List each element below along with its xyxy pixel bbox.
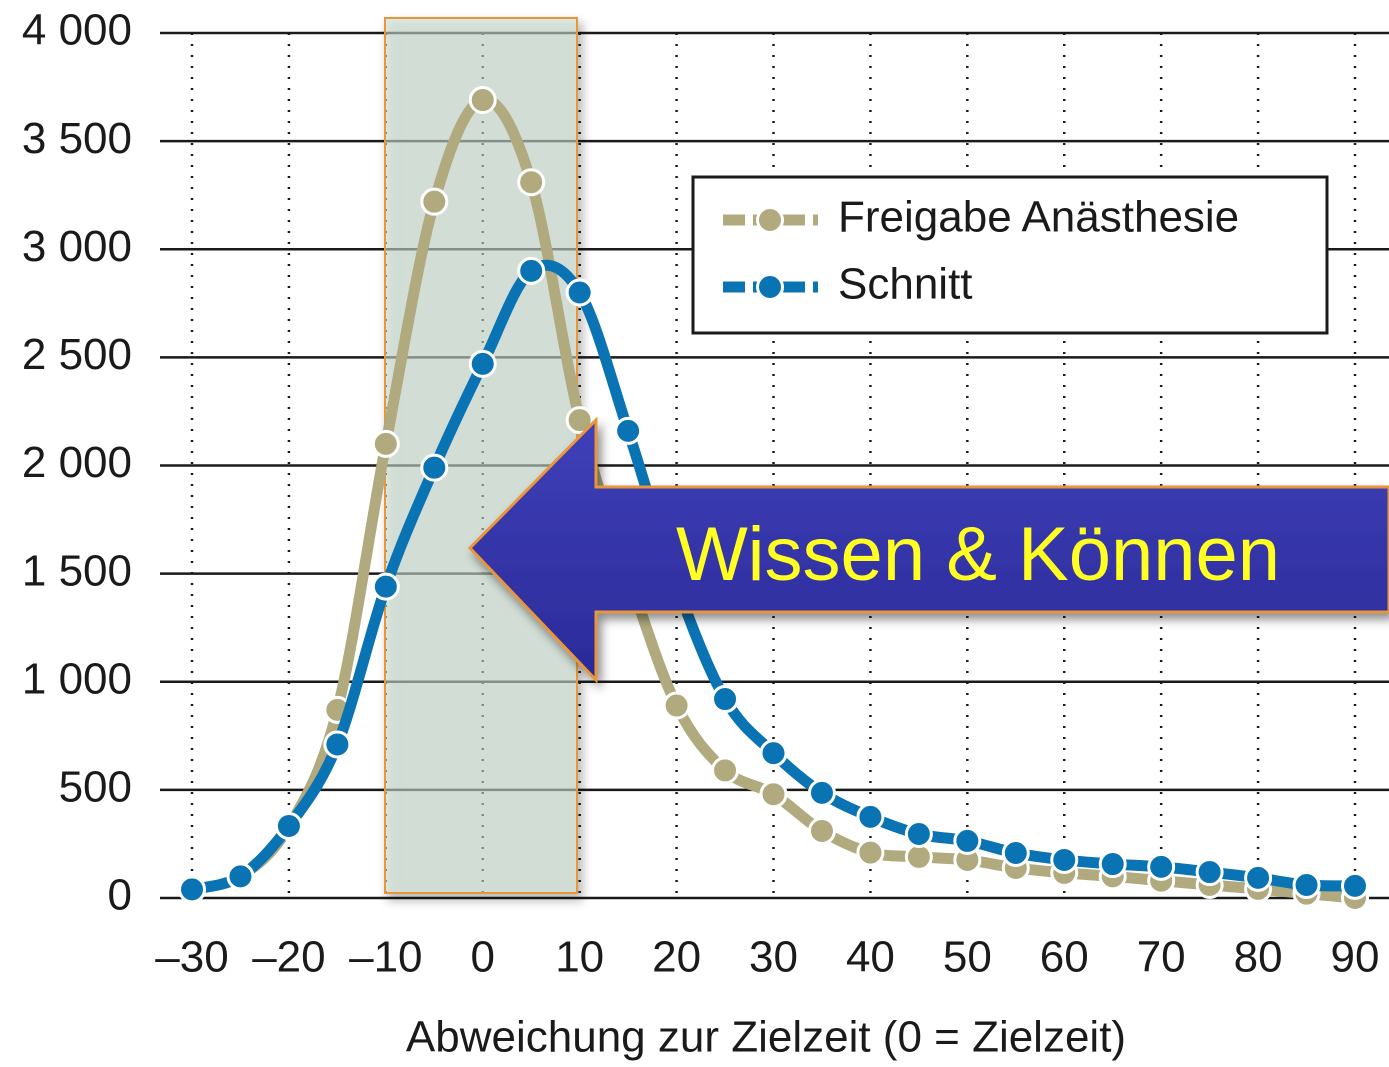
data-point bbox=[1292, 871, 1321, 900]
x-tick-label: 0 bbox=[471, 933, 495, 982]
data-point bbox=[759, 780, 788, 809]
legend-label: Freigabe Anästhesie bbox=[838, 193, 1239, 242]
data-point bbox=[226, 862, 255, 891]
y-tick-label: 1 000 bbox=[22, 654, 132, 703]
data-point bbox=[371, 572, 400, 601]
series-line bbox=[186, 259, 1361, 895]
data-point bbox=[565, 406, 594, 435]
legend-box bbox=[691, 175, 1329, 335]
x-tick-label: 10 bbox=[555, 933, 604, 982]
y-tick-label: 4 000 bbox=[22, 6, 132, 55]
data-point bbox=[468, 349, 497, 378]
y-tick-label: 3 000 bbox=[22, 222, 132, 271]
data-point bbox=[1195, 858, 1224, 887]
data-point bbox=[856, 838, 885, 867]
data-point bbox=[517, 168, 546, 197]
data-point bbox=[517, 256, 546, 285]
x-tick-label: 30 bbox=[749, 933, 798, 982]
data-point bbox=[1001, 839, 1030, 868]
data-point bbox=[662, 691, 691, 720]
x-tick-label: –20 bbox=[252, 933, 325, 982]
grid bbox=[160, 31, 1389, 900]
data-point bbox=[953, 826, 982, 855]
data-point bbox=[1050, 845, 1079, 874]
y-tick-label: 500 bbox=[59, 763, 132, 812]
x-tick-label: –30 bbox=[155, 933, 228, 982]
x-tick-label: 80 bbox=[1234, 933, 1283, 982]
legend: Freigabe Anästhesie Schnitt bbox=[723, 193, 1239, 309]
data-point bbox=[178, 875, 206, 904]
y-tick-label: 2 000 bbox=[22, 438, 132, 487]
x-tick-label: 60 bbox=[1040, 933, 1089, 982]
y-tick-label: 2 500 bbox=[22, 330, 132, 379]
data-point bbox=[807, 778, 836, 807]
x-tick-label: 50 bbox=[943, 933, 992, 982]
x-tick-label: 70 bbox=[1137, 933, 1186, 982]
data-point bbox=[565, 278, 594, 307]
data-point bbox=[468, 86, 497, 115]
data-point bbox=[856, 802, 885, 831]
data-point bbox=[614, 416, 643, 445]
annotation-arrow bbox=[467, 416, 1389, 684]
annotation-text: Wissen & Können bbox=[676, 512, 1280, 597]
x-axis-label: Abweichung zur Zielzeit (0 = Zielzeit) bbox=[406, 1013, 1126, 1062]
data-point bbox=[904, 842, 933, 871]
y-tick-label: 0 bbox=[108, 871, 132, 920]
legend-marker bbox=[756, 206, 784, 234]
data-point bbox=[1147, 852, 1176, 881]
data-point bbox=[420, 453, 449, 482]
legend-marker bbox=[756, 273, 784, 301]
data-point bbox=[1244, 863, 1273, 892]
x-tick-label: 90 bbox=[1331, 933, 1380, 982]
x-tick-label: 40 bbox=[846, 933, 895, 982]
x-tick-label: –10 bbox=[349, 933, 422, 982]
data-point bbox=[371, 429, 400, 458]
data-point bbox=[807, 816, 836, 845]
data-point bbox=[711, 756, 740, 785]
data-point bbox=[1341, 871, 1369, 900]
data-point bbox=[904, 819, 933, 848]
data-point bbox=[274, 811, 303, 840]
data-point bbox=[323, 730, 352, 759]
data-point bbox=[759, 739, 788, 768]
data-point bbox=[1098, 850, 1127, 879]
x-tick-label: 20 bbox=[652, 933, 701, 982]
y-tick-label: 3 500 bbox=[22, 114, 132, 163]
data-point bbox=[420, 187, 449, 216]
legend-label: Schnitt bbox=[838, 260, 973, 309]
data-point bbox=[711, 685, 740, 714]
y-tick-label: 1 500 bbox=[22, 546, 132, 595]
highlight-band bbox=[384, 17, 578, 894]
